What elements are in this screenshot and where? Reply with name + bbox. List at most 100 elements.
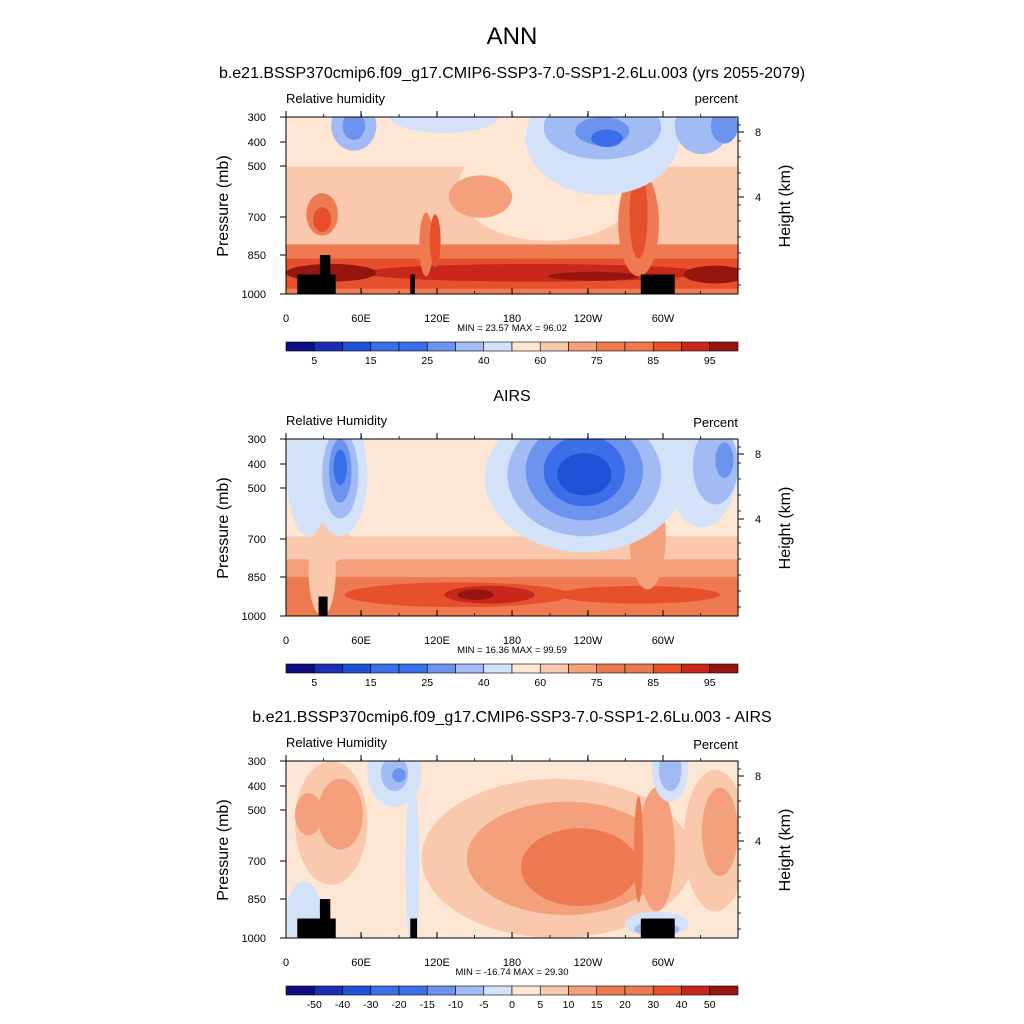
variable-label: Relative Humidity bbox=[286, 413, 388, 428]
y2-tick-label: 8 bbox=[755, 771, 761, 783]
colorbar-label: 5 bbox=[537, 999, 543, 1011]
colorbar-label: 5 bbox=[311, 677, 317, 689]
chart-panel-1: b.e21.BSSP370cmip6.f09_g17.CMIP6-SSP3-7.… bbox=[215, 65, 805, 367]
colorbar-box bbox=[568, 341, 598, 352]
colorbar-box bbox=[426, 663, 456, 674]
colorbar-box bbox=[342, 985, 372, 996]
x-tick-label: 120E bbox=[424, 635, 450, 647]
x-tick-label: 60E bbox=[351, 635, 371, 647]
colorbar-box bbox=[624, 985, 654, 996]
colorbar-box bbox=[568, 985, 598, 996]
colorbar-label: -15 bbox=[420, 999, 435, 1011]
colorbar-box bbox=[313, 985, 343, 996]
y-axis-title: Pressure (mb) bbox=[215, 155, 232, 256]
variable-label: Relative Humidity bbox=[286, 735, 388, 750]
figure-title: ANN bbox=[487, 23, 538, 50]
colorbar-label: -5 bbox=[479, 999, 488, 1011]
y-tick-label: 500 bbox=[248, 161, 266, 173]
colorbar-box bbox=[455, 985, 485, 996]
y-tick-label: 700 bbox=[248, 534, 266, 546]
contour-field bbox=[286, 439, 738, 616]
variable-label: Relative humidity bbox=[286, 91, 385, 106]
terrain-mask bbox=[640, 918, 675, 938]
x-tick-label: 120E bbox=[424, 957, 450, 969]
terrain-mask bbox=[319, 899, 331, 938]
y-tick-label: 400 bbox=[248, 781, 266, 793]
colorbar-label: 15 bbox=[365, 677, 377, 689]
panel-title: AIRS bbox=[493, 388, 530, 405]
x-tick-label: 120E bbox=[424, 313, 450, 325]
colorbar-box bbox=[398, 663, 428, 674]
x-tick-label: 120W bbox=[574, 957, 603, 969]
y-tick-label: 850 bbox=[248, 250, 266, 262]
colorbar-box bbox=[596, 663, 626, 674]
colorbar-box bbox=[483, 663, 513, 674]
colorbar-label: 85 bbox=[647, 355, 659, 367]
y-tick-label: 400 bbox=[248, 137, 266, 149]
y-tick-label: 300 bbox=[248, 434, 266, 446]
colorbar-box bbox=[652, 341, 682, 352]
colorbar-label: 15 bbox=[591, 999, 603, 1011]
colorbar-box bbox=[342, 663, 372, 674]
colorbar-box bbox=[313, 341, 343, 352]
units-label: Percent bbox=[693, 415, 738, 430]
x-tick-label: 0 bbox=[283, 635, 289, 647]
colorbar-box bbox=[568, 663, 598, 674]
terrain-mask bbox=[410, 918, 418, 938]
colorbar-box bbox=[652, 985, 682, 996]
y2-tick-label: 8 bbox=[755, 127, 761, 139]
min-max-stats: MIN = 16.36 MAX = 99.59 bbox=[457, 645, 567, 656]
colorbar-label: 40 bbox=[478, 355, 490, 367]
colorbar-label: 95 bbox=[704, 677, 716, 689]
y2-tick-label: 4 bbox=[755, 836, 761, 848]
x-tick-label: 60E bbox=[351, 313, 371, 325]
colorbar-label: 95 bbox=[704, 355, 716, 367]
contour-field bbox=[286, 761, 738, 938]
x-tick-label: 60E bbox=[351, 957, 371, 969]
y2-axis-title: Height (km) bbox=[777, 165, 794, 248]
y-tick-label: 700 bbox=[248, 856, 266, 868]
y2-axis-title: Height (km) bbox=[777, 809, 794, 892]
colorbar-box bbox=[511, 663, 541, 674]
y-tick-label: 1000 bbox=[242, 611, 266, 623]
y-axis-title: Pressure (mb) bbox=[215, 477, 232, 578]
colorbar-box bbox=[596, 341, 626, 352]
units-label: Percent bbox=[693, 737, 738, 752]
y-tick-label: 300 bbox=[248, 112, 266, 124]
colorbar-label: 50 bbox=[704, 999, 716, 1011]
colorbar-label: -20 bbox=[391, 999, 406, 1011]
panel-title: b.e21.BSSP370cmip6.f09_g17.CMIP6-SSP3-7.… bbox=[252, 709, 771, 726]
x-tick-label: 120W bbox=[574, 635, 603, 647]
colorbar-box bbox=[511, 341, 541, 352]
colorbar-label: 5 bbox=[311, 355, 317, 367]
colorbar-label: 0 bbox=[509, 999, 515, 1011]
terrain-mask bbox=[319, 255, 331, 294]
colorbar-box bbox=[455, 341, 485, 352]
colorbar-box bbox=[342, 341, 372, 352]
y2-tick-label: 8 bbox=[755, 449, 761, 461]
colorbar-box bbox=[681, 663, 711, 674]
colorbar-box bbox=[370, 663, 400, 674]
y-tick-label: 500 bbox=[248, 483, 266, 495]
colorbar-label: 75 bbox=[591, 355, 603, 367]
colorbar-label: 25 bbox=[421, 677, 433, 689]
min-max-stats: MIN = 23.57 MAX = 96.02 bbox=[457, 323, 567, 334]
colorbar-box bbox=[652, 663, 682, 674]
colorbar-box bbox=[370, 341, 400, 352]
colorbar-box bbox=[539, 985, 569, 996]
x-tick-label: 0 bbox=[283, 957, 289, 969]
colorbar-box bbox=[624, 663, 654, 674]
colorbar-box bbox=[426, 985, 456, 996]
colorbar-label: 10 bbox=[563, 999, 575, 1011]
colorbar-label: -30 bbox=[363, 999, 378, 1011]
colorbar-label: -40 bbox=[335, 999, 350, 1011]
colorbar-label: -50 bbox=[307, 999, 322, 1011]
x-tick-label: 180 bbox=[503, 957, 521, 969]
chart-panel-3: b.e21.BSSP370cmip6.f09_g17.CMIP6-SSP3-7.… bbox=[215, 709, 794, 1011]
colorbar-label: 30 bbox=[647, 999, 659, 1011]
y-tick-label: 500 bbox=[248, 805, 266, 817]
colorbar-box bbox=[709, 985, 739, 996]
colorbar-label: -10 bbox=[448, 999, 463, 1011]
y-tick-label: 300 bbox=[248, 756, 266, 768]
colorbar-label: 15 bbox=[365, 355, 377, 367]
